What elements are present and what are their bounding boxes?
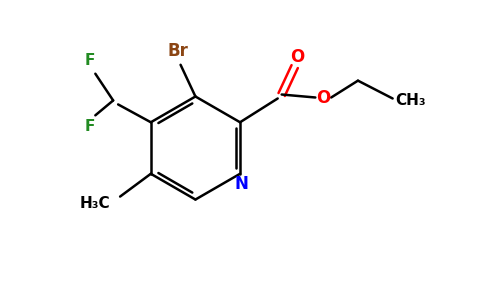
Text: Br: Br (167, 42, 188, 60)
Text: O: O (290, 48, 304, 66)
Text: F: F (84, 53, 94, 68)
Text: H₃C: H₃C (80, 196, 111, 211)
Text: N: N (234, 175, 248, 193)
Text: O: O (316, 89, 331, 107)
Text: CH₃: CH₃ (395, 93, 426, 108)
Text: F: F (84, 119, 94, 134)
